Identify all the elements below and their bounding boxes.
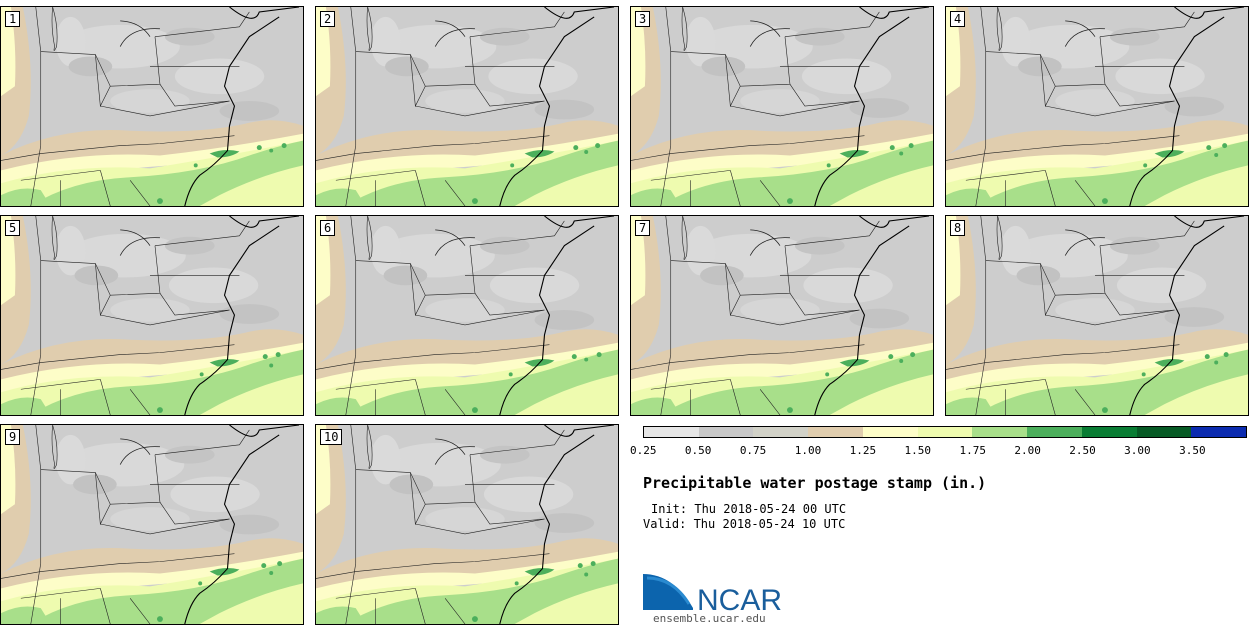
colorbar-tick: 0.75 [739,444,767,457]
member-number: 8 [950,220,966,236]
colorbar-swatch [1027,427,1082,437]
member-number: 9 [5,429,21,445]
colorbar-tick: 2.50 [1069,444,1096,457]
colorbar [643,426,1247,438]
colorbar-tick: 1.25 [849,444,877,457]
valid-time: Valid: Thu 2018-05-24 10 UTC [643,517,846,531]
colorbar-ticks: 0.25 0.50 0.75 1.00 1.25 1.50 1.75 2.00 2.50 3.00… [630,444,1250,458]
logo-url: ensemble.ucar.edu [653,612,766,625]
member-number: 5 [5,220,21,236]
colorbar-tick: 1.50 [904,444,932,457]
member-number: 1 [5,11,21,27]
colorbar-legend: 0.25 0.50 0.75 1.00 1.25 1.50 1.75 2.00 2.50 3.00… [630,426,1250,458]
colorbar-tick: 3.00 [1124,444,1151,457]
stamp-panel: 8 [945,215,1249,416]
ncar-logo: NCAR [643,570,782,616]
colorbar-swatch [1136,427,1192,437]
member-number: 3 [635,11,651,27]
member-number: 6 [320,220,336,236]
colorbar-tick: 1.00 [794,444,822,457]
stamp-panel: 5 [0,215,304,416]
colorbar-tick: 2.00 [1014,444,1041,457]
colorbar-tick: 3.50 [1179,444,1206,457]
stamp-panel: 10 [315,424,619,625]
stamp-panel: 1 [0,6,304,207]
colorbar-tick: 1.75 [959,444,986,457]
colorbar-swatch [862,427,918,437]
stamp-panel: 6 [315,215,619,416]
stamp-panel: 9 [0,424,304,625]
colorbar-tick: 0.25 [630,444,657,457]
stamp-panel: 3 [630,6,934,207]
colorbar-swatch [698,427,754,437]
colorbar-swatch [972,427,1028,437]
colorbar-swatch [1081,427,1137,437]
stamp-panel: 4 [945,6,1249,207]
chart-title: Precipitable water postage stamp (in.) [643,474,987,492]
member-number: 2 [320,11,336,27]
colorbar-swatch [753,427,809,437]
colorbar-swatch [808,427,863,437]
colorbar-swatch [917,427,973,437]
init-time: Init: Thu 2018-05-24 00 UTC [651,502,847,516]
member-number: 7 [635,220,651,236]
colorbar-swatch [1191,427,1247,437]
stamp-panel: 2 [315,6,619,207]
ncar-logo-text: NCAR [697,584,782,616]
member-number: 10 [320,429,343,445]
member-number: 4 [950,11,966,27]
stamp-panel: 7 [630,215,934,416]
colorbar-swatch [644,427,699,437]
colorbar-tick: 0.50 [684,444,712,457]
